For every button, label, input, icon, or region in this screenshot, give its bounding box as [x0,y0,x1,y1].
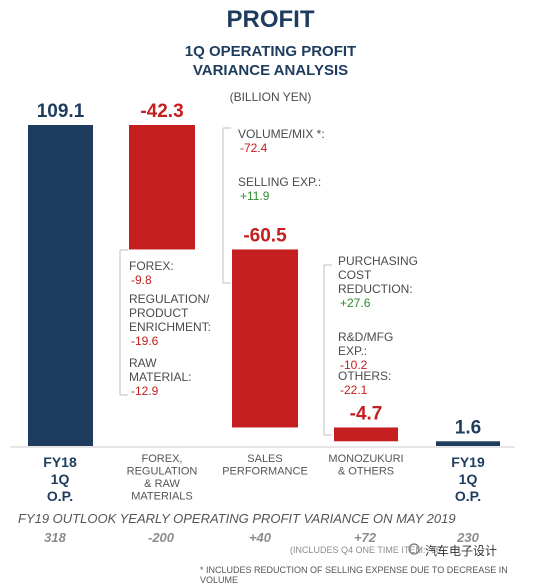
breakdown-value: +27.6 [340,296,371,310]
breakdown-label: ENRICHMENT: [129,320,211,334]
breakdown-value: +11.9 [240,189,270,203]
bar-value-label: 1.6 [455,417,481,438]
category-label: & OTHERS [338,466,394,478]
watermark-icon [408,543,420,555]
category-label: REGULATION [127,466,198,478]
breakdown-label: EXP.: [338,344,367,358]
category-label: 1Q [51,471,70,487]
category-label: SALES [247,453,282,465]
category-label: FOREX, [142,453,183,465]
breakdown-label: R&D/MFG [338,330,393,344]
breakdown-label: PRODUCT [129,306,189,320]
outlook-value: +72 [353,530,377,545]
breakdown-value: -19.6 [131,334,159,348]
breakdown-value: -9.8 [131,273,152,287]
bar-value-label: -60.5 [243,225,287,246]
breakdown-value: -22.1 [340,383,368,397]
breakdown-value: -72.4 [240,141,268,155]
breakdown-label: OTHERS: [338,369,391,383]
bar [334,427,398,442]
category-label: MONOZUKURI [328,453,403,465]
breakdown-label: REDUCTION: [338,282,413,296]
breakdown-label: FOREX: [129,259,174,273]
breakdown-label: COST [338,268,372,282]
bar [28,125,93,446]
bar [129,125,195,250]
breakdown-label: SELLING EXP.: [238,175,321,189]
breakdown-label: RAW [129,356,157,370]
page-title: PROFIT [226,6,315,33]
outlook-value: 230 [457,530,479,545]
outlook-value: +40 [248,530,272,545]
category-label: O.P. [47,488,73,504]
category-label: 1Q [459,471,478,487]
watermark-text: 汽车电子设计 [425,544,498,558]
outlook-title: FY19 OUTLOOK YEARLY OPERATING PROFIT VAR… [18,511,456,526]
outlook-value: 318 [44,530,66,545]
category-label: O.P. [455,488,481,504]
outlook-note: (INCLUDES Q4 ONE TIME ITEM: -66 [290,545,441,555]
category-label: MATERIALS [131,491,193,503]
category-label: & RAW [144,478,180,490]
bar-value-label: -42.3 [140,101,183,122]
unit-label: (BILLION YEN) [229,90,312,104]
outlook-value: -200 [147,530,175,545]
bar [232,249,298,428]
bar-value-label: -4.7 [350,403,383,424]
bar [436,441,500,446]
breakdown-label: PURCHASING [338,254,418,268]
category-label: FY18 [43,454,77,470]
breakdown-label: VOLUME/MIX *: [238,127,325,141]
breakdown-label: REGULATION/ [129,292,210,306]
bar-value-label: 109.1 [37,101,85,122]
footnote: * INCLUDES REDUCTION OF SELLING EXPENSE … [200,565,508,585]
breakdown-value: -10.2 [340,358,368,372]
breakdown-value: -12.9 [131,384,159,398]
category-label: FY19 [451,454,485,470]
breakdown-label: MATERIAL: [129,370,191,384]
chart-subtitle: 1Q OPERATING PROFIT VARIANCE ANALYSIS [184,43,357,79]
category-label: PERFORMANCE [222,466,308,478]
